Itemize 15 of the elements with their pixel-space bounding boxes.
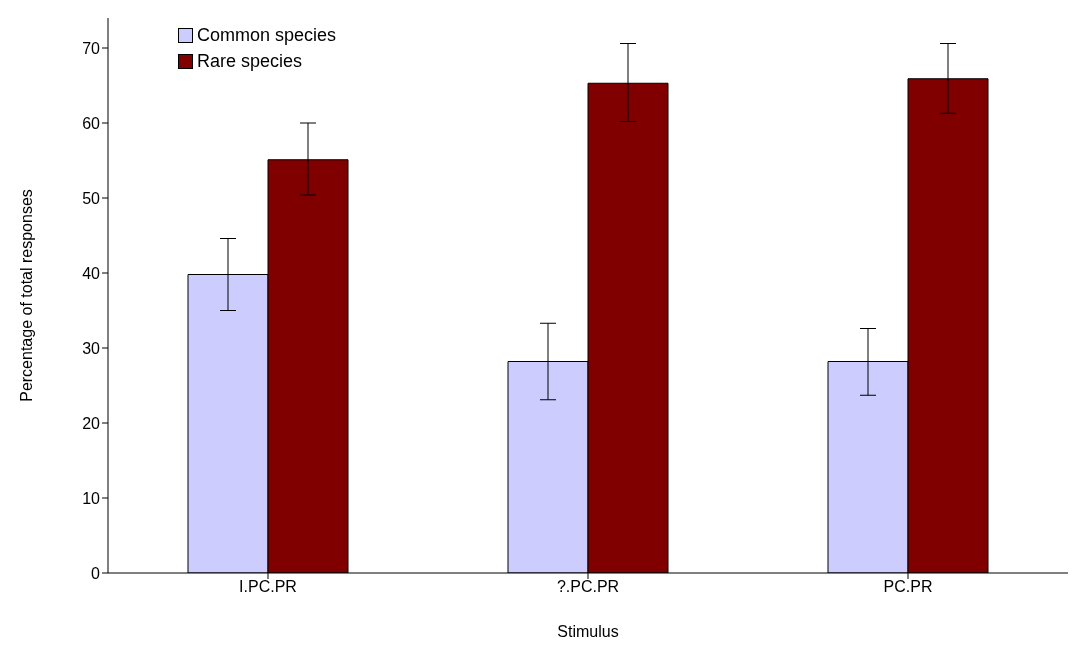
y-tick-label: 70 [82,39,101,57]
y-tick-label: 10 [82,489,101,507]
y-tick-label: 0 [91,564,101,582]
y-axis-title: Percentage of total responses [17,189,35,402]
y-tick-label: 60 [82,114,101,132]
y-tick-label: 40 [82,264,101,282]
y-tick-label: 50 [82,189,101,207]
y-tick-label: 20 [82,414,101,432]
x-axis-title: Stimulus [557,623,619,640]
legend-label: Common species [197,24,337,47]
x-tick-label: I.PC.PR [239,578,297,596]
y-tick-label: 30 [82,339,101,357]
x-tick-label: PC.PR [883,578,933,596]
legend-label: Rare species [197,50,303,73]
x-tick-label: ?.PC.PR [556,578,620,596]
